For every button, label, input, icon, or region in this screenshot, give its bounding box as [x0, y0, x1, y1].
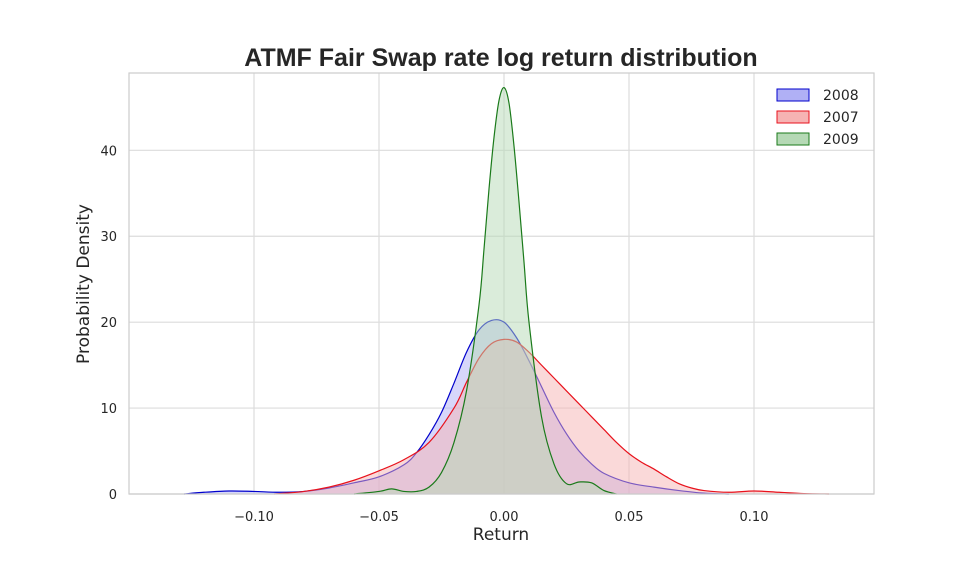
- legend-label-2009: 2009: [823, 132, 859, 148]
- legend-swatch-2007: [776, 110, 810, 124]
- series-area-2009: [354, 87, 617, 494]
- legend-label-2008: 2008: [823, 88, 859, 104]
- y-tick-label-2: 20: [100, 316, 117, 331]
- ticks: −0.10 −0.05 0.00 0.05 0.10 0 10 20 30 40: [100, 144, 768, 525]
- x-tick-label-1: −0.05: [359, 510, 399, 525]
- series-area: [183, 87, 830, 495]
- y-tick-label-0: 0: [109, 488, 117, 503]
- y-tick-label-4: 40: [100, 144, 117, 159]
- legend-item-2009: 2009: [776, 132, 859, 148]
- legend-item-2007: 2007: [776, 110, 859, 126]
- series-line-2009: [353, 87, 617, 495]
- legend-swatch-2009: [776, 132, 810, 146]
- y-tick-label-3: 30: [100, 230, 117, 245]
- series-line-2007: [273, 338, 830, 495]
- x-axis-label: Return: [473, 525, 529, 545]
- y-tick-label-1: 10: [100, 402, 117, 417]
- x-tick-label-2: 0.00: [490, 510, 519, 525]
- legend-label-2007: 2007: [823, 110, 859, 126]
- plot-frame: [128, 72, 875, 495]
- legend: 2008 2007 2009: [776, 88, 859, 148]
- x-tick-label-4: 0.10: [740, 510, 769, 525]
- x-tick-label-3: 0.05: [615, 510, 644, 525]
- chart-title: ATMF Fair Swap rate log return distribut…: [244, 44, 757, 72]
- y-axis-label: Probability Density: [74, 204, 94, 364]
- x-tick-label-0: −0.10: [234, 510, 274, 525]
- legend-item-2008: 2008: [776, 88, 859, 104]
- legend-swatch-2008: [776, 88, 810, 102]
